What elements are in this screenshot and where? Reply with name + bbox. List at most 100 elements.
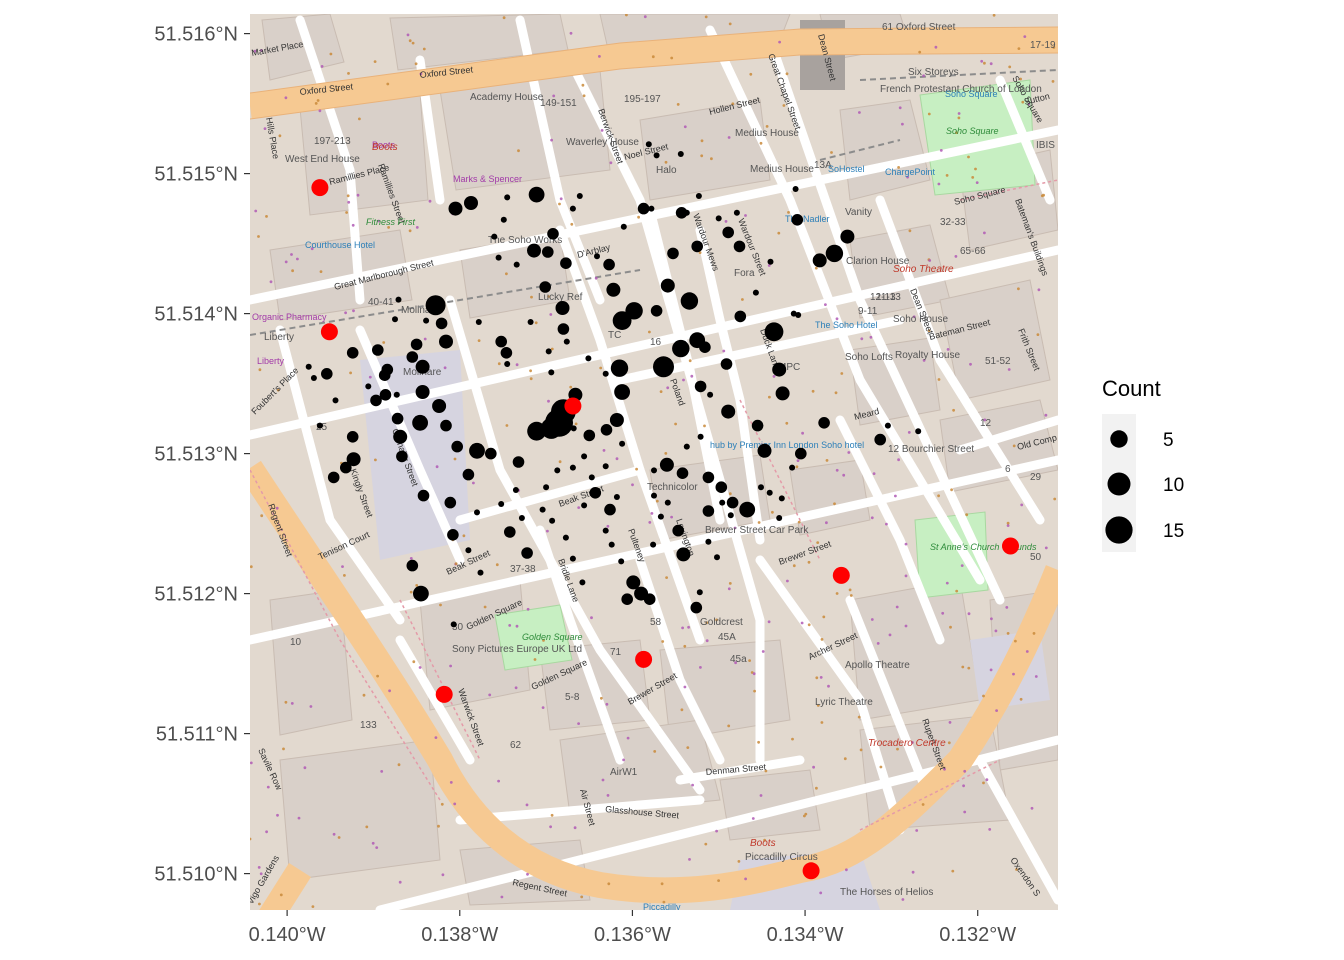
poi-label: Boots <box>372 142 398 153</box>
poi-dot <box>845 868 848 872</box>
poi-dot <box>763 838 766 842</box>
death-point <box>702 505 715 517</box>
death-point <box>589 487 602 499</box>
poi-dot <box>777 231 781 235</box>
poi-dot <box>1051 80 1055 83</box>
poi-dot <box>526 607 530 611</box>
death-point <box>346 431 359 443</box>
poi-dot <box>946 348 950 351</box>
poi-dot <box>992 14 996 17</box>
poi-dot <box>728 582 732 585</box>
death-point <box>423 317 430 324</box>
poi-label: The Soho Hotel <box>815 320 878 330</box>
poi-dot <box>279 893 283 897</box>
poi-dot <box>785 421 789 425</box>
poi-dot <box>637 215 640 219</box>
poi-dot <box>434 736 438 739</box>
place-label: Piccadilly Circus <box>745 852 818 863</box>
poi-dot <box>911 870 915 874</box>
poi-dot <box>601 778 605 782</box>
poi-dot <box>406 33 410 37</box>
death-point <box>620 223 627 230</box>
golden-square-park <box>494 604 573 671</box>
death-point <box>512 456 525 468</box>
death-point <box>812 253 827 268</box>
poi-dot <box>744 877 747 881</box>
place-label: 71 <box>610 647 622 658</box>
poi-dot <box>870 618 874 621</box>
poi-dot <box>963 810 967 814</box>
poi-dot <box>982 781 985 785</box>
death-point <box>547 228 559 240</box>
poi-dot <box>1034 675 1038 678</box>
poi-dot <box>904 574 908 578</box>
death-point <box>721 404 736 419</box>
poi-dot <box>349 371 352 375</box>
place-label: 50 <box>1030 552 1042 563</box>
poi-dot <box>715 618 718 622</box>
poi-dot <box>822 615 826 619</box>
poi-dot <box>879 765 883 769</box>
death-point <box>680 292 699 310</box>
x-tick-label: 0.140°W <box>249 924 326 946</box>
poi-dot <box>927 329 931 332</box>
death-point <box>581 453 588 460</box>
poi-label: Courthouse Hotel <box>305 240 375 250</box>
place-label: 40-41 <box>368 297 394 308</box>
poi-dot <box>906 175 909 179</box>
poi-dot <box>439 603 442 607</box>
death-point <box>512 487 519 493</box>
death-point <box>393 391 400 398</box>
poi-dot <box>749 72 753 76</box>
poi-dot <box>955 131 958 135</box>
poi-dot <box>388 689 391 693</box>
place-label: Technicolor <box>647 482 698 493</box>
death-point <box>539 506 546 513</box>
death-point <box>447 529 459 541</box>
poi-dot <box>840 372 844 375</box>
poi-dot <box>670 515 673 519</box>
death-point <box>792 186 799 192</box>
poi-dot <box>737 860 741 863</box>
place-label: French Protestant Church of London <box>880 84 1042 95</box>
poi-dot <box>898 106 902 110</box>
death-point <box>650 305 663 317</box>
poi-dot <box>542 639 545 642</box>
death-point <box>612 311 632 330</box>
poi-dot <box>761 650 765 653</box>
death-points <box>305 141 922 628</box>
death-point <box>795 447 807 460</box>
place-label: 30 <box>452 622 464 633</box>
place-label: Goldcrest <box>700 617 743 628</box>
death-point <box>766 489 773 496</box>
poi-dot <box>483 605 487 609</box>
death-point <box>495 254 502 261</box>
poi-dot <box>635 467 638 471</box>
poi-dot <box>655 499 659 503</box>
poi-dot <box>835 592 839 595</box>
poi-dot <box>748 659 751 662</box>
poi-dot <box>948 721 952 724</box>
poi-dot <box>688 858 691 861</box>
death-point <box>752 289 759 296</box>
poi-dot <box>332 832 336 836</box>
poi-label: Trocadero Centre <box>868 738 946 749</box>
footpaths <box>250 69 1058 336</box>
place-label: 45a <box>730 654 747 665</box>
legend-key-5 <box>1110 430 1128 448</box>
poi-dot <box>857 715 861 719</box>
poi-label: SoHostel <box>828 164 865 174</box>
death-point <box>504 526 516 538</box>
poi-dot <box>362 693 366 697</box>
poi-dot <box>462 534 466 538</box>
poi-dot <box>771 510 774 514</box>
poi-dot <box>897 458 900 462</box>
death-point <box>321 368 333 380</box>
place-label: The Horses of Helios <box>840 887 933 898</box>
poi-dot <box>477 339 481 342</box>
death-point <box>702 471 715 484</box>
place-label: 12 <box>980 418 992 429</box>
death-point <box>608 541 615 548</box>
poi-dot <box>547 399 550 403</box>
place-label: 32-33 <box>940 217 966 228</box>
